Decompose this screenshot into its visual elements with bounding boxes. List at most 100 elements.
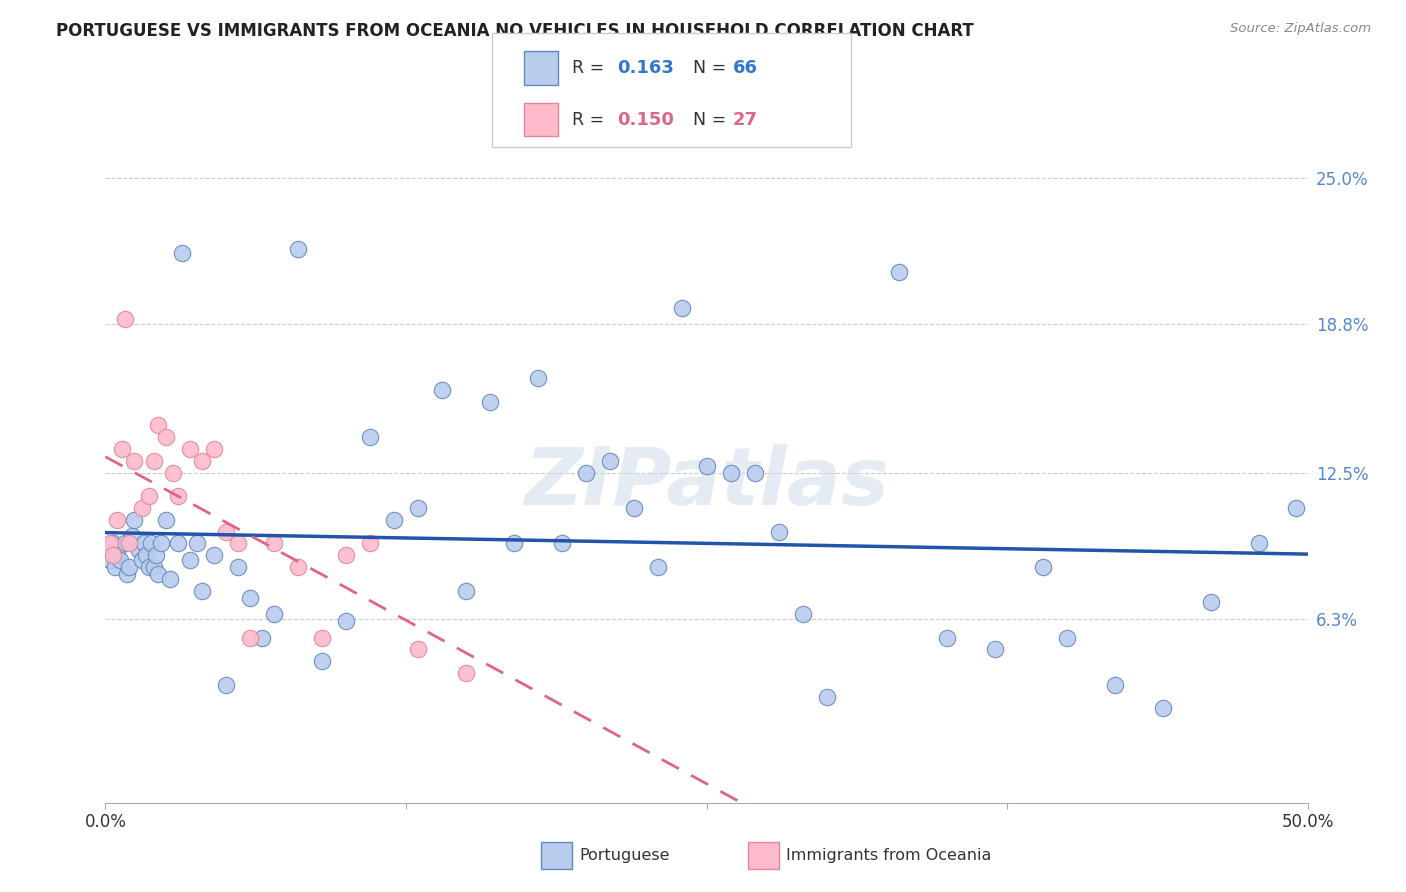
Point — [335, 614, 357, 628]
Point — [124, 454, 146, 468]
Point — [1284, 500, 1306, 515]
Point — [107, 513, 129, 527]
Text: 27: 27 — [733, 111, 758, 128]
Point — [155, 513, 177, 527]
Point — [124, 513, 146, 527]
Point — [311, 654, 333, 668]
Point — [696, 458, 718, 473]
Point — [359, 536, 381, 550]
Point — [479, 395, 502, 409]
Point — [155, 430, 177, 444]
Point — [179, 442, 201, 456]
Point — [335, 548, 357, 562]
Point — [263, 607, 285, 621]
Point — [148, 418, 170, 433]
Point — [162, 466, 184, 480]
Point — [114, 536, 136, 550]
Point — [111, 442, 134, 456]
Point — [118, 560, 141, 574]
Point — [139, 536, 162, 550]
Point — [186, 536, 208, 550]
Point — [454, 666, 477, 681]
Point — [166, 489, 188, 503]
Point — [527, 371, 550, 385]
Point — [118, 536, 141, 550]
Point — [1249, 536, 1271, 550]
Point — [131, 553, 153, 567]
Point — [107, 548, 129, 562]
Point — [503, 536, 526, 550]
Point — [202, 442, 225, 456]
Point — [115, 567, 138, 582]
Point — [720, 466, 742, 480]
Point — [263, 536, 285, 550]
Point — [239, 631, 262, 645]
Text: ZIPatlas: ZIPatlas — [524, 443, 889, 522]
Point — [148, 567, 170, 582]
Text: PORTUGUESE VS IMMIGRANTS FROM OCEANIA NO VEHICLES IN HOUSEHOLD CORRELATION CHART: PORTUGUESE VS IMMIGRANTS FROM OCEANIA NO… — [56, 22, 974, 40]
Point — [792, 607, 814, 621]
Point — [406, 642, 429, 657]
Point — [311, 631, 333, 645]
Point — [623, 500, 645, 515]
Point — [406, 500, 429, 515]
Point — [575, 466, 598, 480]
Point — [1152, 701, 1174, 715]
Point — [98, 536, 121, 550]
Point — [744, 466, 766, 480]
Point — [179, 553, 201, 567]
Point — [101, 548, 124, 562]
Text: R =: R = — [572, 59, 610, 77]
Point — [226, 536, 249, 550]
Text: Portuguese: Portuguese — [579, 848, 669, 863]
Point — [936, 631, 959, 645]
Point — [142, 560, 165, 574]
Point — [1056, 631, 1078, 645]
Point — [135, 548, 157, 562]
Text: R =: R = — [572, 111, 610, 128]
Text: Source: ZipAtlas.com: Source: ZipAtlas.com — [1230, 22, 1371, 36]
Point — [382, 513, 405, 527]
Point — [887, 265, 910, 279]
Point — [214, 678, 236, 692]
Point — [815, 690, 838, 704]
Point — [1032, 560, 1054, 574]
Text: N =: N = — [682, 59, 731, 77]
Point — [768, 524, 790, 539]
Point — [984, 642, 1007, 657]
Point — [145, 548, 167, 562]
Point — [359, 430, 381, 444]
Point — [454, 583, 477, 598]
Point — [250, 631, 273, 645]
Text: 0.150: 0.150 — [617, 111, 673, 128]
Point — [202, 548, 225, 562]
Point — [214, 524, 236, 539]
Point — [132, 536, 155, 550]
Point — [121, 529, 143, 543]
Point — [149, 536, 172, 550]
Point — [287, 242, 309, 256]
Point — [226, 560, 249, 574]
Point — [430, 383, 453, 397]
Text: 0.163: 0.163 — [617, 59, 673, 77]
Point — [128, 543, 150, 558]
Point — [647, 560, 669, 574]
Point — [138, 560, 160, 574]
Point — [104, 560, 127, 574]
Text: Immigrants from Oceania: Immigrants from Oceania — [786, 848, 991, 863]
Point — [1104, 678, 1126, 692]
Point — [142, 454, 165, 468]
Point — [190, 583, 212, 598]
Point — [239, 591, 262, 605]
Point — [108, 553, 131, 567]
Point — [98, 553, 121, 567]
Point — [190, 454, 212, 468]
Point — [1201, 595, 1223, 609]
Text: 66: 66 — [733, 59, 758, 77]
Point — [671, 301, 693, 315]
Point — [131, 500, 153, 515]
Point — [551, 536, 574, 550]
Point — [138, 489, 160, 503]
Point — [159, 572, 181, 586]
Point — [172, 246, 194, 260]
